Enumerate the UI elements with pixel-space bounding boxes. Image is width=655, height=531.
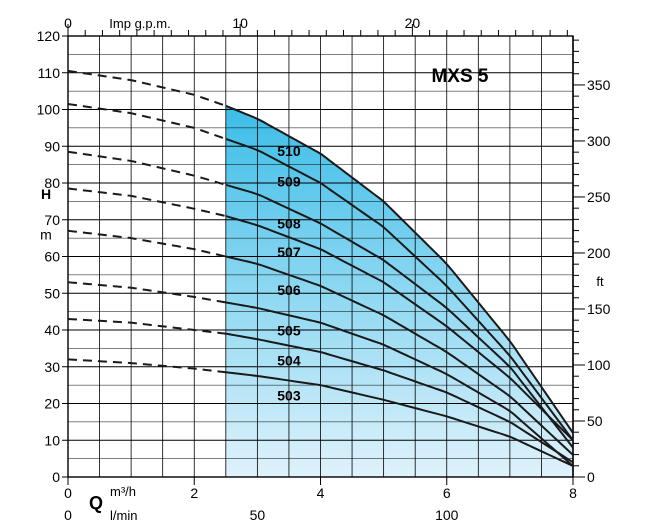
curve-label-510: 510	[277, 143, 301, 159]
curve-508-dashed	[67, 150, 227, 186]
y-tick-label: 100	[37, 102, 61, 118]
top-tick-label: 10	[232, 15, 248, 31]
bottom-tick-label: 4	[317, 485, 325, 501]
right-tick-label: 100	[587, 357, 611, 373]
curve-label-504: 504	[277, 353, 301, 369]
right-tick-label: 250	[587, 189, 611, 205]
y-tick-label: 10	[44, 432, 60, 448]
curve-505-dashed	[67, 281, 226, 304]
curve-label-506: 506	[277, 282, 301, 298]
y-tick-label: 110	[38, 65, 61, 81]
y-tick-label: 120	[37, 28, 61, 44]
right-tick-label: 0	[587, 469, 595, 485]
curve-510-dashed	[67, 69, 227, 107]
bottom-axis-unit-m3h: m³/h	[110, 484, 136, 499]
y-tick-label: 50	[44, 285, 60, 301]
y-tick-label: 0	[52, 469, 60, 485]
x-axis-letter: Q	[89, 493, 103, 513]
curve-label-509: 509	[277, 173, 301, 189]
y-tick-label: 80	[44, 175, 60, 191]
curve-507-solid	[225, 215, 574, 441]
lmin-tick-label: 50	[250, 507, 266, 523]
curve-507-dashed	[67, 187, 227, 218]
chart-title: MXS 5	[431, 66, 488, 87]
curve-label-503: 503	[277, 388, 301, 404]
top-tick-label: 20	[405, 15, 421, 31]
curve-509-dashed	[67, 102, 227, 140]
curve-509-solid	[225, 137, 574, 441]
curve-label-508: 508	[277, 216, 301, 232]
curve-504-solid	[225, 332, 574, 464]
curve-label-507: 507	[277, 244, 301, 260]
y-tick-label: 40	[44, 322, 60, 338]
lmin-tick-label: 100	[435, 507, 459, 523]
curve-506-dashed	[67, 229, 227, 258]
bottom-tick-label: 6	[443, 485, 451, 501]
right-tick-label: 300	[587, 133, 611, 149]
curve-label-505: 505	[277, 322, 301, 338]
right-tick-label: 50	[587, 413, 603, 429]
right-tick-label: 200	[587, 245, 611, 261]
y-tick-label: 20	[44, 396, 60, 412]
y-tick-label: 30	[44, 359, 60, 375]
bottom-tick-label: 2	[190, 485, 198, 501]
curve-503-solid	[225, 371, 574, 467]
right-tick-label: 350	[587, 77, 611, 93]
curve-508-solid	[225, 183, 574, 449]
top-tick-label: 0	[64, 15, 72, 31]
right-axis-unit: ft	[596, 274, 604, 289]
bottom-tick-label: 0	[64, 485, 72, 501]
curve-506-solid	[225, 255, 574, 456]
bottom-tick-label: 8	[569, 485, 577, 501]
bottom-axis-unit-lmin: l/min	[110, 508, 137, 523]
curve-510-solid	[225, 104, 574, 434]
top-axis-unit: Imp g.p.m.	[109, 16, 170, 31]
lmin-tick-label: 0	[64, 507, 72, 523]
y-axis-unit: m	[40, 226, 52, 242]
right-tick-label: 150	[587, 301, 611, 317]
curve-504-dashed	[67, 317, 226, 335]
y-tick-label: 90	[44, 138, 60, 154]
curve-503-dashed	[67, 358, 226, 374]
y-tick-label: 70	[44, 212, 60, 228]
y-axis-letter: H	[41, 186, 51, 202]
curve-505-solid	[225, 301, 574, 467]
y-tick-label: 60	[44, 249, 60, 265]
